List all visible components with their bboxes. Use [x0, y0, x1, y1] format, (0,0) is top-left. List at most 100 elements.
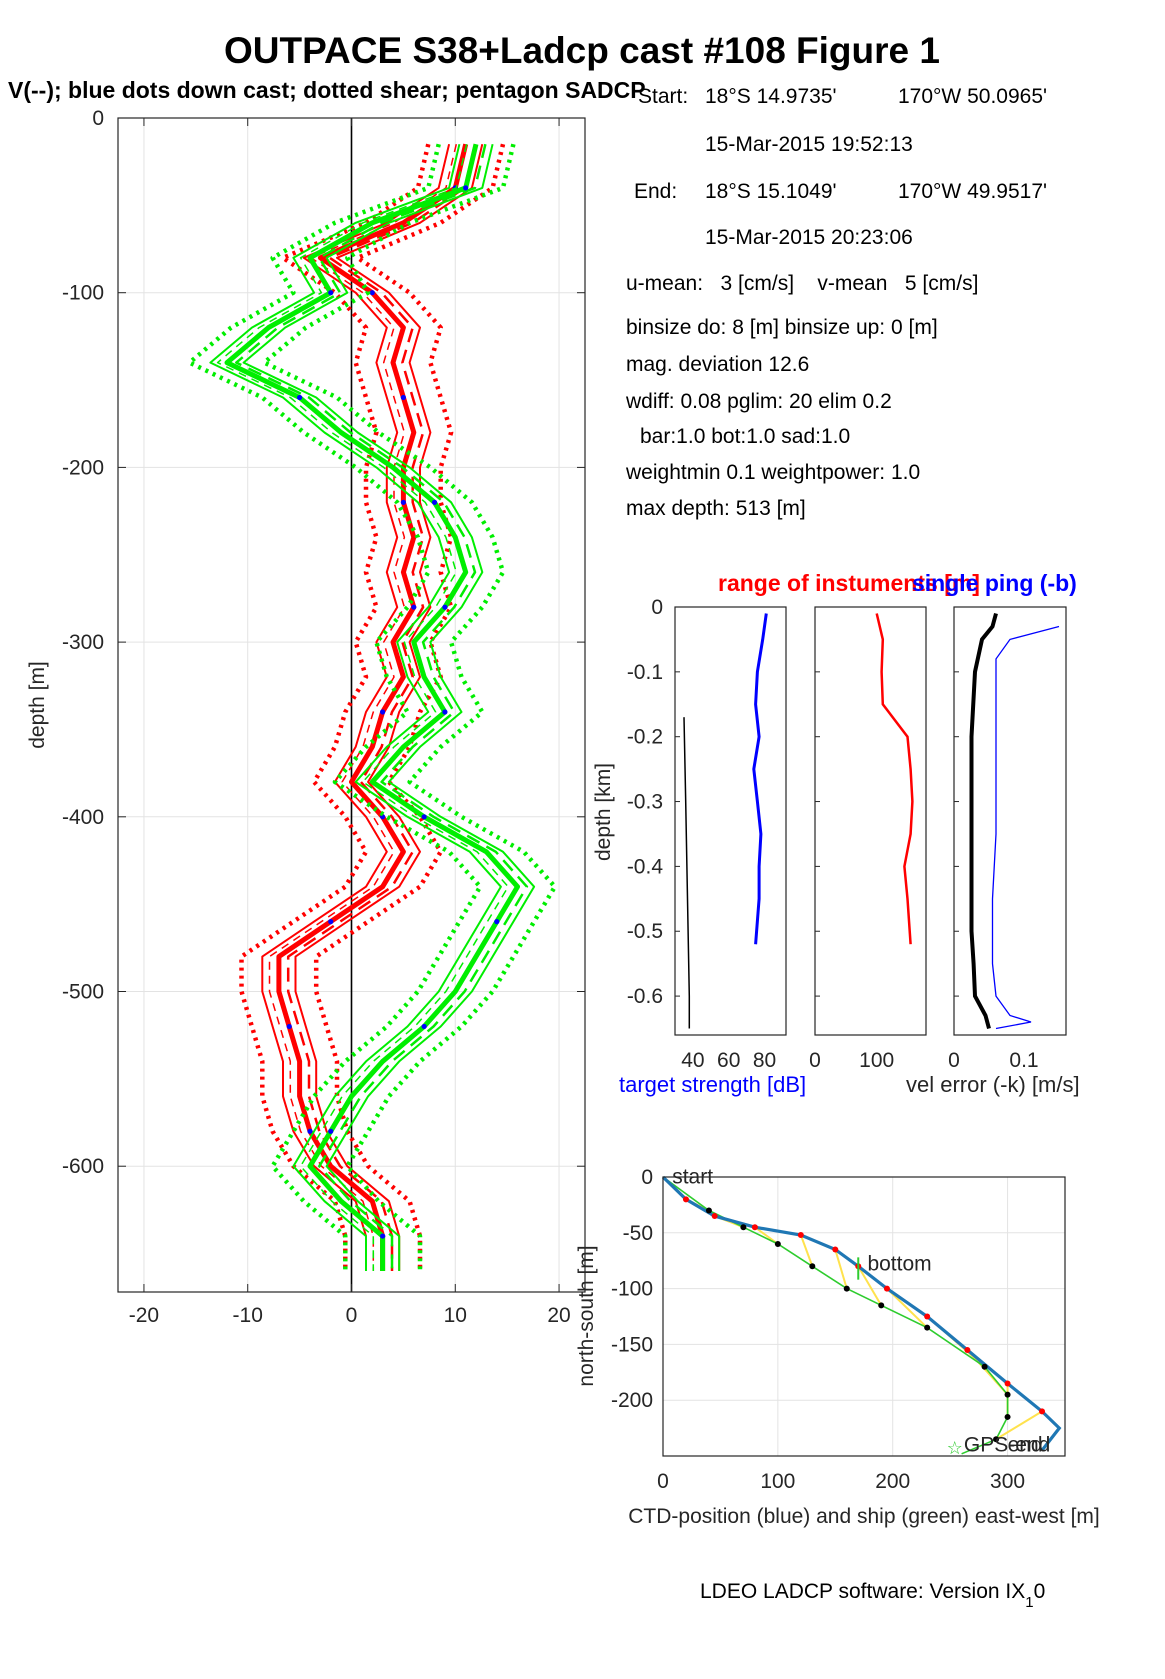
end-time: 15-Mar-2015 20:23:06 — [705, 226, 913, 249]
range-title: range of instuments [m] — [718, 570, 980, 596]
mean-velocity: u-mean: 3 [cm/s] v-mean 5 [cm/s] — [626, 272, 978, 295]
position-xlabel: CTD-position (blue) and ship (green) eas… — [628, 1505, 1100, 1528]
y-tick-label: -300 — [62, 631, 104, 654]
y-tick-label: -150 — [611, 1333, 653, 1356]
u-profile-line — [239, 143, 431, 1271]
software-version-text: LDEO LADCP software: Version IX — [700, 1580, 1025, 1603]
ship-marker — [1004, 1413, 1011, 1420]
x-tick-label: 10 — [444, 1304, 467, 1327]
y-tick-label: 0 — [641, 1166, 653, 1189]
downcast-dot — [411, 604, 417, 610]
u-profile-line — [261, 143, 451, 1271]
ctd-marker — [711, 1213, 718, 1220]
ctd-marker — [832, 1246, 839, 1253]
velocity-plot-ylabel: depth [m] — [26, 661, 49, 749]
ctd-marker — [964, 1346, 971, 1353]
vel-error-panel — [953, 606, 1067, 1036]
wdiff: wdiff: 0.08 pglim: 20 elim 0.2 — [625, 390, 892, 413]
x-tick-label: 60 — [717, 1049, 740, 1072]
position-link — [799, 1234, 814, 1267]
downcast-dot — [286, 1023, 292, 1030]
ctd-marker — [751, 1224, 758, 1231]
y-tick-label: -0.1 — [627, 661, 663, 684]
ctd-marker — [924, 1313, 931, 1320]
target-strength-panel — [674, 606, 787, 1036]
y-tick-label: -200 — [62, 456, 104, 479]
weights: bar:1.0 bot:1.0 sad:1.0 — [640, 425, 850, 448]
v-profile-line — [216, 144, 509, 1271]
downcast-dot — [442, 709, 448, 715]
vel-error-line — [969, 612, 998, 1030]
y-tick-label: -50 — [623, 1222, 653, 1245]
downcast-dot — [421, 1023, 427, 1030]
downcast-dot — [463, 185, 469, 191]
downcast-dot — [328, 919, 334, 925]
position-link — [995, 1410, 1043, 1441]
downcast-dot — [442, 604, 448, 610]
bottom-label: bottom — [867, 1253, 931, 1276]
software-version-tail: 0 — [1034, 1580, 1046, 1603]
range-panel — [814, 606, 927, 1036]
end-label: End: — [634, 180, 677, 203]
end-latitude: 18°S 15.1049' — [705, 180, 837, 203]
figure-title: OUTPACE S38+Ladcp cast #108 Figure 1 — [224, 30, 940, 71]
x-tick-label: 0 — [657, 1470, 669, 1493]
instrument-ylabel: depth [km] — [592, 763, 615, 861]
software-version: LDEO LADCP software: Version IX10 — [700, 1580, 1045, 1611]
y-tick-label: -200 — [611, 1389, 653, 1412]
y-tick-label: -600 — [62, 1155, 104, 1178]
y-tick-label: -100 — [611, 1278, 653, 1301]
x-tick-label: 80 — [753, 1049, 776, 1072]
position-link — [834, 1249, 848, 1289]
downcast-dot — [369, 290, 375, 296]
y-tick-label: -0.2 — [627, 726, 663, 749]
x-tick-label: 300 — [990, 1470, 1025, 1493]
max-depth: max depth: 513 [m] — [626, 497, 806, 520]
end-longitude: 170°W 49.9517' — [898, 180, 1047, 203]
single-ping-error-line — [991, 625, 1060, 1030]
downcast-dot — [400, 499, 406, 505]
gps-end-label: GPS-end — [964, 1434, 1050, 1457]
downcast-dot — [380, 1233, 386, 1239]
u-profile-line — [276, 143, 469, 1271]
downcast-dot — [307, 1128, 313, 1134]
x-tick-label: 20 — [547, 1304, 570, 1327]
y-tick-label: 0 — [92, 107, 104, 130]
mag-deviation: mag. deviation 12.6 — [626, 353, 809, 376]
ship-marker — [981, 1363, 988, 1370]
x-tick-label: 0 — [948, 1049, 960, 1072]
v-profile-line — [262, 143, 558, 1271]
u-profile-line — [313, 143, 506, 1271]
single-ping-title: single ping (-b) — [912, 570, 1077, 596]
downcast-dot — [494, 919, 500, 925]
start-time: 15-Mar-2015 19:52:13 — [705, 133, 913, 156]
ship-marker — [774, 1240, 781, 1247]
y-tick-label: 0 — [651, 596, 663, 619]
u-profile-line — [286, 143, 477, 1271]
gps-end-star-icon: ☆ — [947, 1438, 963, 1458]
ctd-marker — [1004, 1380, 1011, 1387]
x-tick-label: 0 — [346, 1304, 358, 1327]
downcast-dot — [431, 499, 438, 505]
y-tick-label: -0.3 — [627, 791, 663, 814]
start-latitude: 18°S 14.9735' — [705, 85, 837, 108]
ctd-track — [661, 1175, 1062, 1452]
y-tick-label: -0.6 — [627, 985, 663, 1008]
ship-marker — [705, 1207, 712, 1214]
instrument-panels: range of instuments [m] single ping (-b)… — [592, 570, 1080, 1097]
start-longitude: 170°W 50.0965' — [898, 85, 1047, 108]
ship-marker — [878, 1302, 885, 1309]
cast-info: Start: 18°S 14.9735' 170°W 50.0965' 15-M… — [625, 85, 1047, 520]
ship-marker — [809, 1263, 816, 1270]
v-profile-line — [224, 143, 520, 1271]
x-tick-label: 100 — [859, 1049, 894, 1072]
vel-error-xlabel: vel error (-k) [m/s] — [906, 1072, 1080, 1097]
y-tick-label: -100 — [62, 282, 104, 305]
v-profile-line — [235, 143, 529, 1271]
ctd-marker — [797, 1232, 804, 1239]
downcast-dot — [297, 394, 303, 401]
v-profile-line — [187, 143, 483, 1271]
position-ylabel: north-south [m] — [575, 1245, 598, 1386]
